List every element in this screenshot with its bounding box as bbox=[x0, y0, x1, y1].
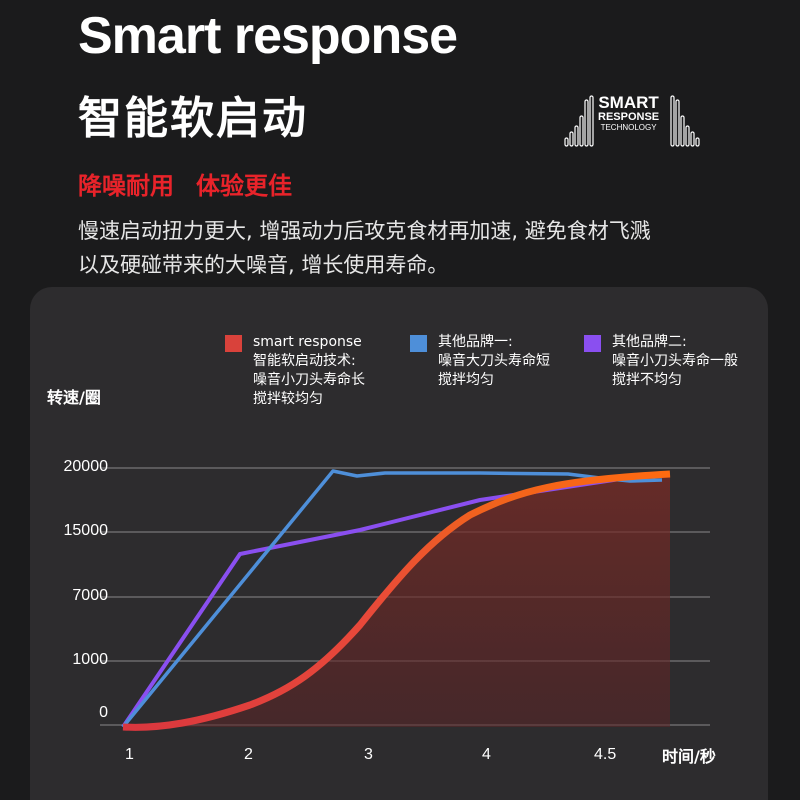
series-smart-response-line bbox=[122, 470, 671, 731]
logo-line-3: TECHNOLOGY bbox=[600, 123, 657, 132]
y-tick: 15000 bbox=[63, 522, 109, 539]
x-tick: 4 bbox=[482, 746, 491, 763]
description: 慢速启动扭力更大, 增强动力后攻克食材再加速, 避免食材飞溅 以及硬碰带来的大噪… bbox=[78, 214, 758, 282]
legend-line: 其他品牌一: bbox=[438, 334, 513, 350]
logo-line-1: SMART bbox=[598, 93, 659, 112]
y-axis-label: 转速/圈 bbox=[47, 388, 101, 407]
logo-line-2: RESPONSE bbox=[598, 111, 660, 123]
x-tick: 4.5 bbox=[594, 746, 617, 763]
legend-line: 噪音小刀头寿命一般 bbox=[612, 353, 738, 369]
legend-line: 噪音大刀头寿命短 bbox=[438, 353, 550, 369]
tagline-experience: 体验更佳 bbox=[196, 172, 292, 200]
y-tick: 20000 bbox=[63, 458, 109, 475]
legend-swatch-purple bbox=[584, 335, 601, 352]
legend-item-smart-response: smart response 智能软启动技术: 噪音小刀头寿命长 搅拌较均匀 bbox=[225, 333, 365, 409]
sound-wave-bars-icon bbox=[564, 95, 700, 147]
smart-response-logo: SMART RESPONSE TECHNOLOGY bbox=[562, 92, 702, 152]
x-axis-label: 时间/秒 bbox=[662, 747, 716, 766]
tagline-noise: 降噪耐用 bbox=[78, 172, 174, 200]
tagline: 降噪耐用 体验更佳 bbox=[78, 166, 314, 201]
legend-line: 智能软启动技术: bbox=[253, 353, 356, 369]
x-tick: 2 bbox=[244, 746, 253, 763]
title-chinese: 智能软启动 bbox=[78, 93, 308, 144]
legend-line: 搅拌较均匀 bbox=[253, 391, 323, 407]
legend-line: 搅拌均匀 bbox=[438, 372, 494, 388]
legend-line: 搅拌不均匀 bbox=[612, 372, 682, 388]
legend-line: 噪音小刀头寿命长 bbox=[253, 372, 365, 388]
legend-swatch-blue bbox=[410, 335, 427, 352]
y-tick: 1000 bbox=[72, 651, 108, 668]
y-tick: 7000 bbox=[72, 587, 108, 604]
smart-response-area bbox=[123, 474, 670, 728]
x-tick: 1 bbox=[125, 746, 134, 763]
x-tick: 3 bbox=[364, 746, 373, 763]
legend-line: smart response bbox=[253, 334, 362, 350]
description-line: 以及硬碰带来的大噪音, 增长使用寿命。 bbox=[78, 253, 449, 277]
title-english: Smart response bbox=[78, 7, 458, 65]
legend-line: 其他品牌二: bbox=[612, 334, 687, 350]
y-tick: 0 bbox=[99, 704, 108, 721]
legend-swatch-red bbox=[225, 335, 242, 352]
description-line: 慢速启动扭力更大, 增强动力后攻克食材再加速, 避免食材飞溅 bbox=[78, 219, 651, 243]
legend-item-brand-one: 其他品牌一: 噪音大刀头寿命短 搅拌均匀 bbox=[410, 333, 550, 390]
legend-item-brand-two: 其他品牌二: 噪音小刀头寿命一般 搅拌不均匀 bbox=[584, 333, 738, 390]
